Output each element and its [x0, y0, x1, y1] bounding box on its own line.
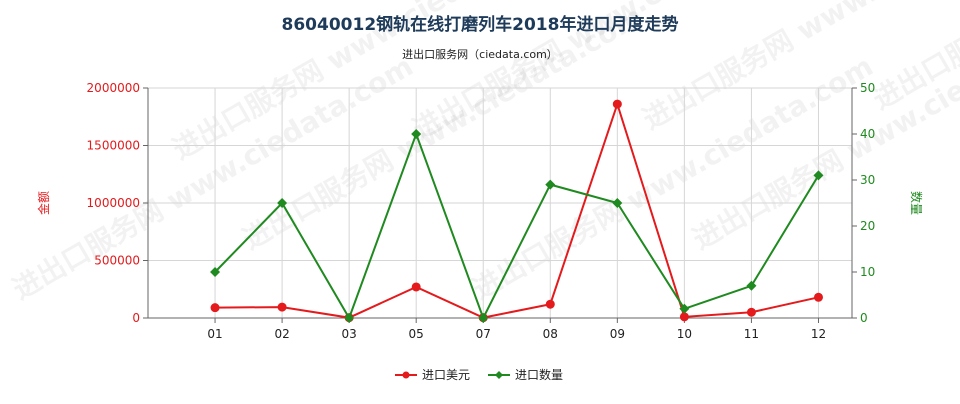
data-point [478, 313, 489, 323]
data-point [545, 179, 556, 190]
y-left-tick-label: 1500000 [87, 139, 140, 153]
x-tick-label: 05 [409, 327, 424, 341]
data-point [612, 198, 623, 208]
x-tick-label: 01 [207, 327, 222, 341]
series-line [215, 100, 819, 319]
data-point [411, 129, 422, 139]
y-axis-right-title: 数量 [909, 191, 924, 215]
legend-label: 进口美元 [422, 368, 470, 382]
data-point [612, 99, 622, 109]
y-left-tick-label: 0 [132, 311, 140, 325]
y-left-tick-label: 1000000 [87, 196, 140, 210]
data-point [746, 280, 757, 291]
y-right-tick-label: 30 [860, 173, 875, 187]
x-tick-label: 02 [274, 327, 289, 341]
data-point [746, 307, 756, 317]
data-point [813, 170, 824, 181]
data-point [411, 282, 421, 292]
x-tick-label: 09 [610, 327, 625, 341]
x-tick-label: 11 [744, 327, 759, 341]
y-right-tick-label: 40 [860, 127, 875, 141]
legend-swatch-marker [402, 371, 410, 379]
y-axis-left-title: 金额 [36, 191, 51, 215]
y-right-tick-label: 20 [860, 219, 875, 233]
x-tick-label: 07 [476, 327, 491, 341]
data-point [277, 302, 287, 312]
x-tick-label: 10 [677, 327, 692, 341]
y-right-tick-label: 10 [860, 265, 875, 279]
y-left-tick-label: 2000000 [87, 81, 140, 95]
chart-subtitle: 进出口服务网（ciedata.com） [402, 47, 558, 61]
data-point [210, 303, 220, 313]
data-point [277, 198, 288, 208]
legend-label: 进口数量 [515, 367, 563, 382]
y-left-tick-label: 500000 [94, 254, 140, 268]
data-point [679, 303, 690, 314]
x-tick-label: 03 [342, 327, 357, 341]
y-right-tick-label: 50 [860, 81, 875, 95]
x-tick-label: 12 [811, 327, 826, 341]
x-tick-label: 08 [543, 327, 558, 341]
legend: 进口美元 进口数量 [395, 367, 563, 382]
chart-title: 86040012钢轨在线打磨列车2018年进口月度走势 [282, 14, 679, 35]
data-point [545, 299, 555, 309]
series-layer [210, 99, 824, 323]
data-point [679, 312, 689, 322]
series-line [214, 131, 820, 321]
y-right-tick-label: 0 [860, 311, 868, 325]
data-point [344, 313, 355, 323]
data-point [210, 267, 221, 277]
axes-layer: 0500000100000015000002000000010203040500… [36, 81, 924, 341]
legend-swatch-marker [495, 371, 503, 379]
data-point [813, 292, 823, 302]
